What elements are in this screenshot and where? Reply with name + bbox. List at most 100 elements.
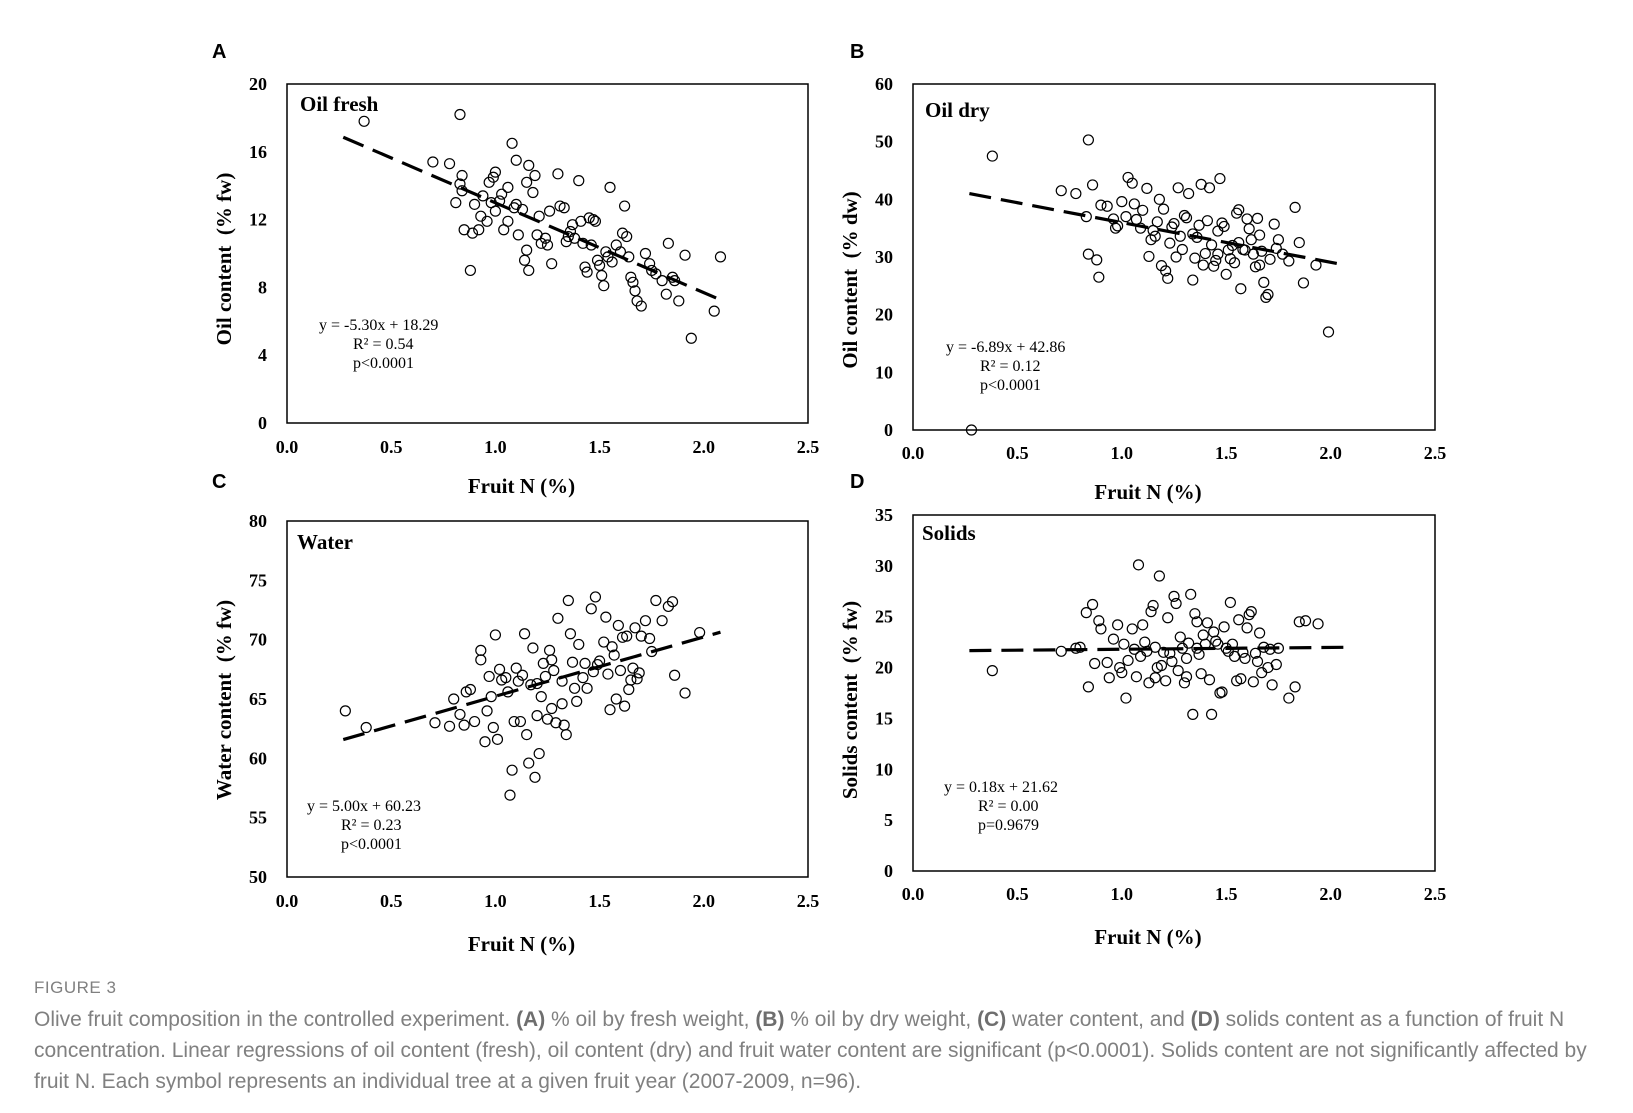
data-point: [614, 664, 627, 677]
data-point: [577, 237, 589, 249]
trendline: [342, 135, 722, 302]
data-point: [479, 736, 491, 748]
x-tick-label: 2.0: [693, 891, 716, 911]
y-tick-label: 20: [249, 74, 267, 94]
y-tick-label: 0: [258, 413, 267, 433]
data-point: [589, 215, 602, 227]
data-point: [450, 197, 462, 209]
data-point: [644, 632, 656, 645]
x-tick-label: 1.0: [484, 437, 507, 457]
data-point: [579, 261, 591, 273]
y-axis-label: Water content (% fw): [212, 600, 236, 800]
data-point: [475, 210, 487, 222]
data-point: [539, 670, 552, 683]
data-point: [1132, 559, 1145, 571]
data-point: [339, 705, 351, 717]
x-tick-label: 1.0: [1111, 884, 1134, 904]
data-point: [1264, 643, 1276, 655]
data-point: [1116, 667, 1128, 679]
data-point: [429, 717, 441, 729]
data-point: [1241, 622, 1253, 634]
data-point: [1082, 134, 1094, 146]
data-point: [1205, 708, 1218, 720]
data-point: [516, 203, 529, 216]
data-point: [621, 630, 633, 642]
data-point: [535, 691, 547, 703]
caption-text: Olive fruit composition in the controlle…: [34, 1004, 1604, 1097]
data-point: [646, 645, 658, 658]
data-point: [644, 258, 656, 270]
data-point: [608, 649, 620, 661]
data-point: [456, 169, 468, 182]
data-point: [493, 195, 506, 207]
r-squared: R² = 0.12: [980, 358, 1041, 375]
y-tick-label: 65: [249, 689, 267, 709]
data-point: [589, 591, 602, 603]
data-point: [454, 178, 466, 190]
data-point: [1107, 633, 1120, 645]
data-point: [531, 677, 543, 690]
x-tick-label: 2.0: [1319, 884, 1342, 904]
data-point: [477, 190, 489, 202]
data-point: [598, 280, 610, 292]
data-point: [1189, 608, 1201, 620]
data-point: [1239, 652, 1251, 665]
y-tick-label: 5: [884, 810, 893, 830]
data-point: [360, 721, 372, 734]
data-point: [468, 715, 481, 728]
x-tick-label: 0.0: [276, 891, 299, 911]
data-point: [1245, 606, 1257, 618]
panel-letter: C: [212, 471, 226, 493]
data-point: [1160, 675, 1172, 687]
data-point: [562, 230, 574, 243]
data-point: [1224, 596, 1236, 609]
data-point: [1268, 218, 1280, 230]
y-tick-label: 35: [875, 505, 893, 525]
data-point: [1254, 229, 1266, 241]
data-point: [1191, 642, 1203, 654]
caption-panel-ref: (B): [755, 1008, 785, 1031]
data-point: [1170, 597, 1182, 610]
data-point: [1145, 606, 1157, 618]
y-tick-label: 40: [875, 189, 893, 209]
x-tick-label: 1.0: [1111, 443, 1134, 463]
data-point: [502, 686, 514, 698]
data-point: [468, 198, 481, 210]
p-value: p=0.9679: [978, 817, 1039, 834]
data-point: [512, 675, 524, 687]
data-point: [473, 224, 485, 236]
data-point: [543, 205, 556, 217]
data-point: [1153, 570, 1165, 582]
plot-frame: [286, 520, 809, 878]
data-point: [650, 594, 662, 607]
data-point: [1208, 626, 1220, 638]
y-tick-label: 8: [258, 277, 267, 297]
data-point: [1243, 609, 1255, 621]
data-point: [625, 674, 637, 686]
data-point: [685, 332, 697, 344]
data-point: [1189, 252, 1201, 264]
scatter-points: [986, 559, 1324, 720]
data-point: [562, 594, 574, 607]
data-point: [631, 673, 643, 685]
data-point: [1149, 641, 1161, 653]
data-point: [1233, 204, 1245, 216]
data-point: [1112, 619, 1124, 631]
data-point: [1082, 248, 1094, 260]
data-point: [694, 626, 706, 639]
data-point: [560, 728, 572, 741]
data-point: [1235, 673, 1247, 685]
data-point: [1249, 647, 1262, 659]
data-point: [600, 611, 612, 623]
data-point: [512, 229, 524, 241]
y-tick-label: 0: [884, 861, 893, 881]
panel-letter: D: [850, 471, 864, 493]
regression-equation: y = -5.30x + 18.29: [319, 317, 438, 334]
data-point: [552, 168, 564, 180]
data-point: [623, 251, 635, 263]
data-point: [1228, 257, 1241, 269]
data-point: [1109, 222, 1122, 234]
y-tick-label: 4: [258, 345, 267, 365]
data-point: [523, 757, 535, 769]
figure-caption: FIGURE 3 Olive fruit composition in the …: [34, 978, 1604, 1097]
